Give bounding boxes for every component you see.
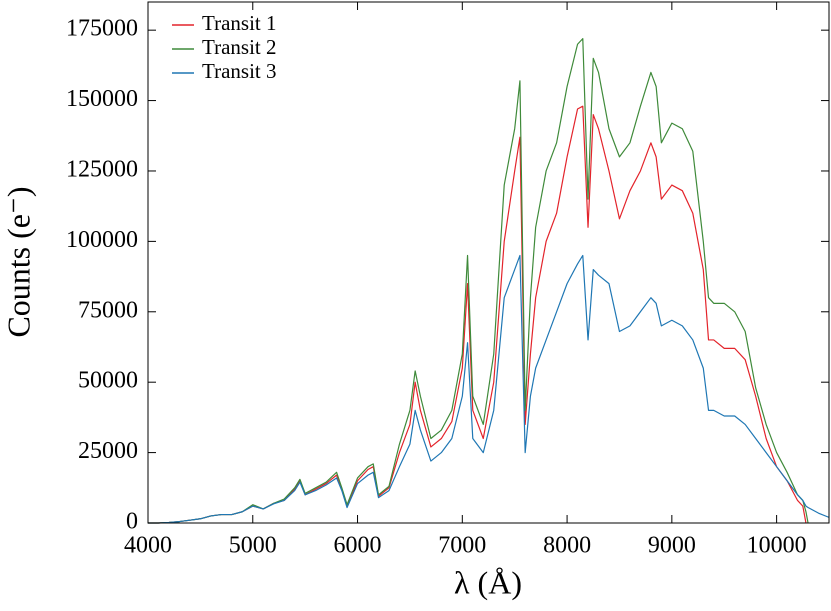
series-line	[148, 105, 807, 524]
x-tick-label: 8000	[543, 533, 591, 559]
series-line	[148, 38, 809, 524]
x-tick-label: 6000	[334, 533, 382, 559]
y-tick-label: 75000	[78, 297, 138, 323]
legend-label: Transit 1	[202, 11, 277, 35]
x-tick-label: 9000	[648, 533, 696, 559]
y-tick-label: 100000	[66, 227, 138, 253]
y-tick-label: 0	[126, 509, 138, 535]
y-tick-label: 25000	[78, 438, 138, 464]
y-axis-label: Counts (e⁻)	[0, 186, 36, 337]
x-tick-label: 10000	[747, 533, 807, 559]
y-tick-label: 125000	[66, 156, 138, 182]
y-tick-label: 175000	[66, 16, 138, 42]
y-tick-label: 50000	[78, 368, 138, 394]
x-axis-label: λ (Å)	[454, 564, 522, 600]
legend-label: Transit 3	[202, 59, 277, 83]
plot-frame	[147, 1, 830, 524]
y-tick-label: 150000	[66, 86, 138, 112]
legend-label: Transit 2	[202, 35, 277, 59]
x-tick-label: 5000	[229, 533, 277, 559]
x-tick-label: 7000	[438, 533, 486, 559]
series-line	[148, 254, 830, 524]
x-tick-label: 4000	[124, 533, 172, 559]
